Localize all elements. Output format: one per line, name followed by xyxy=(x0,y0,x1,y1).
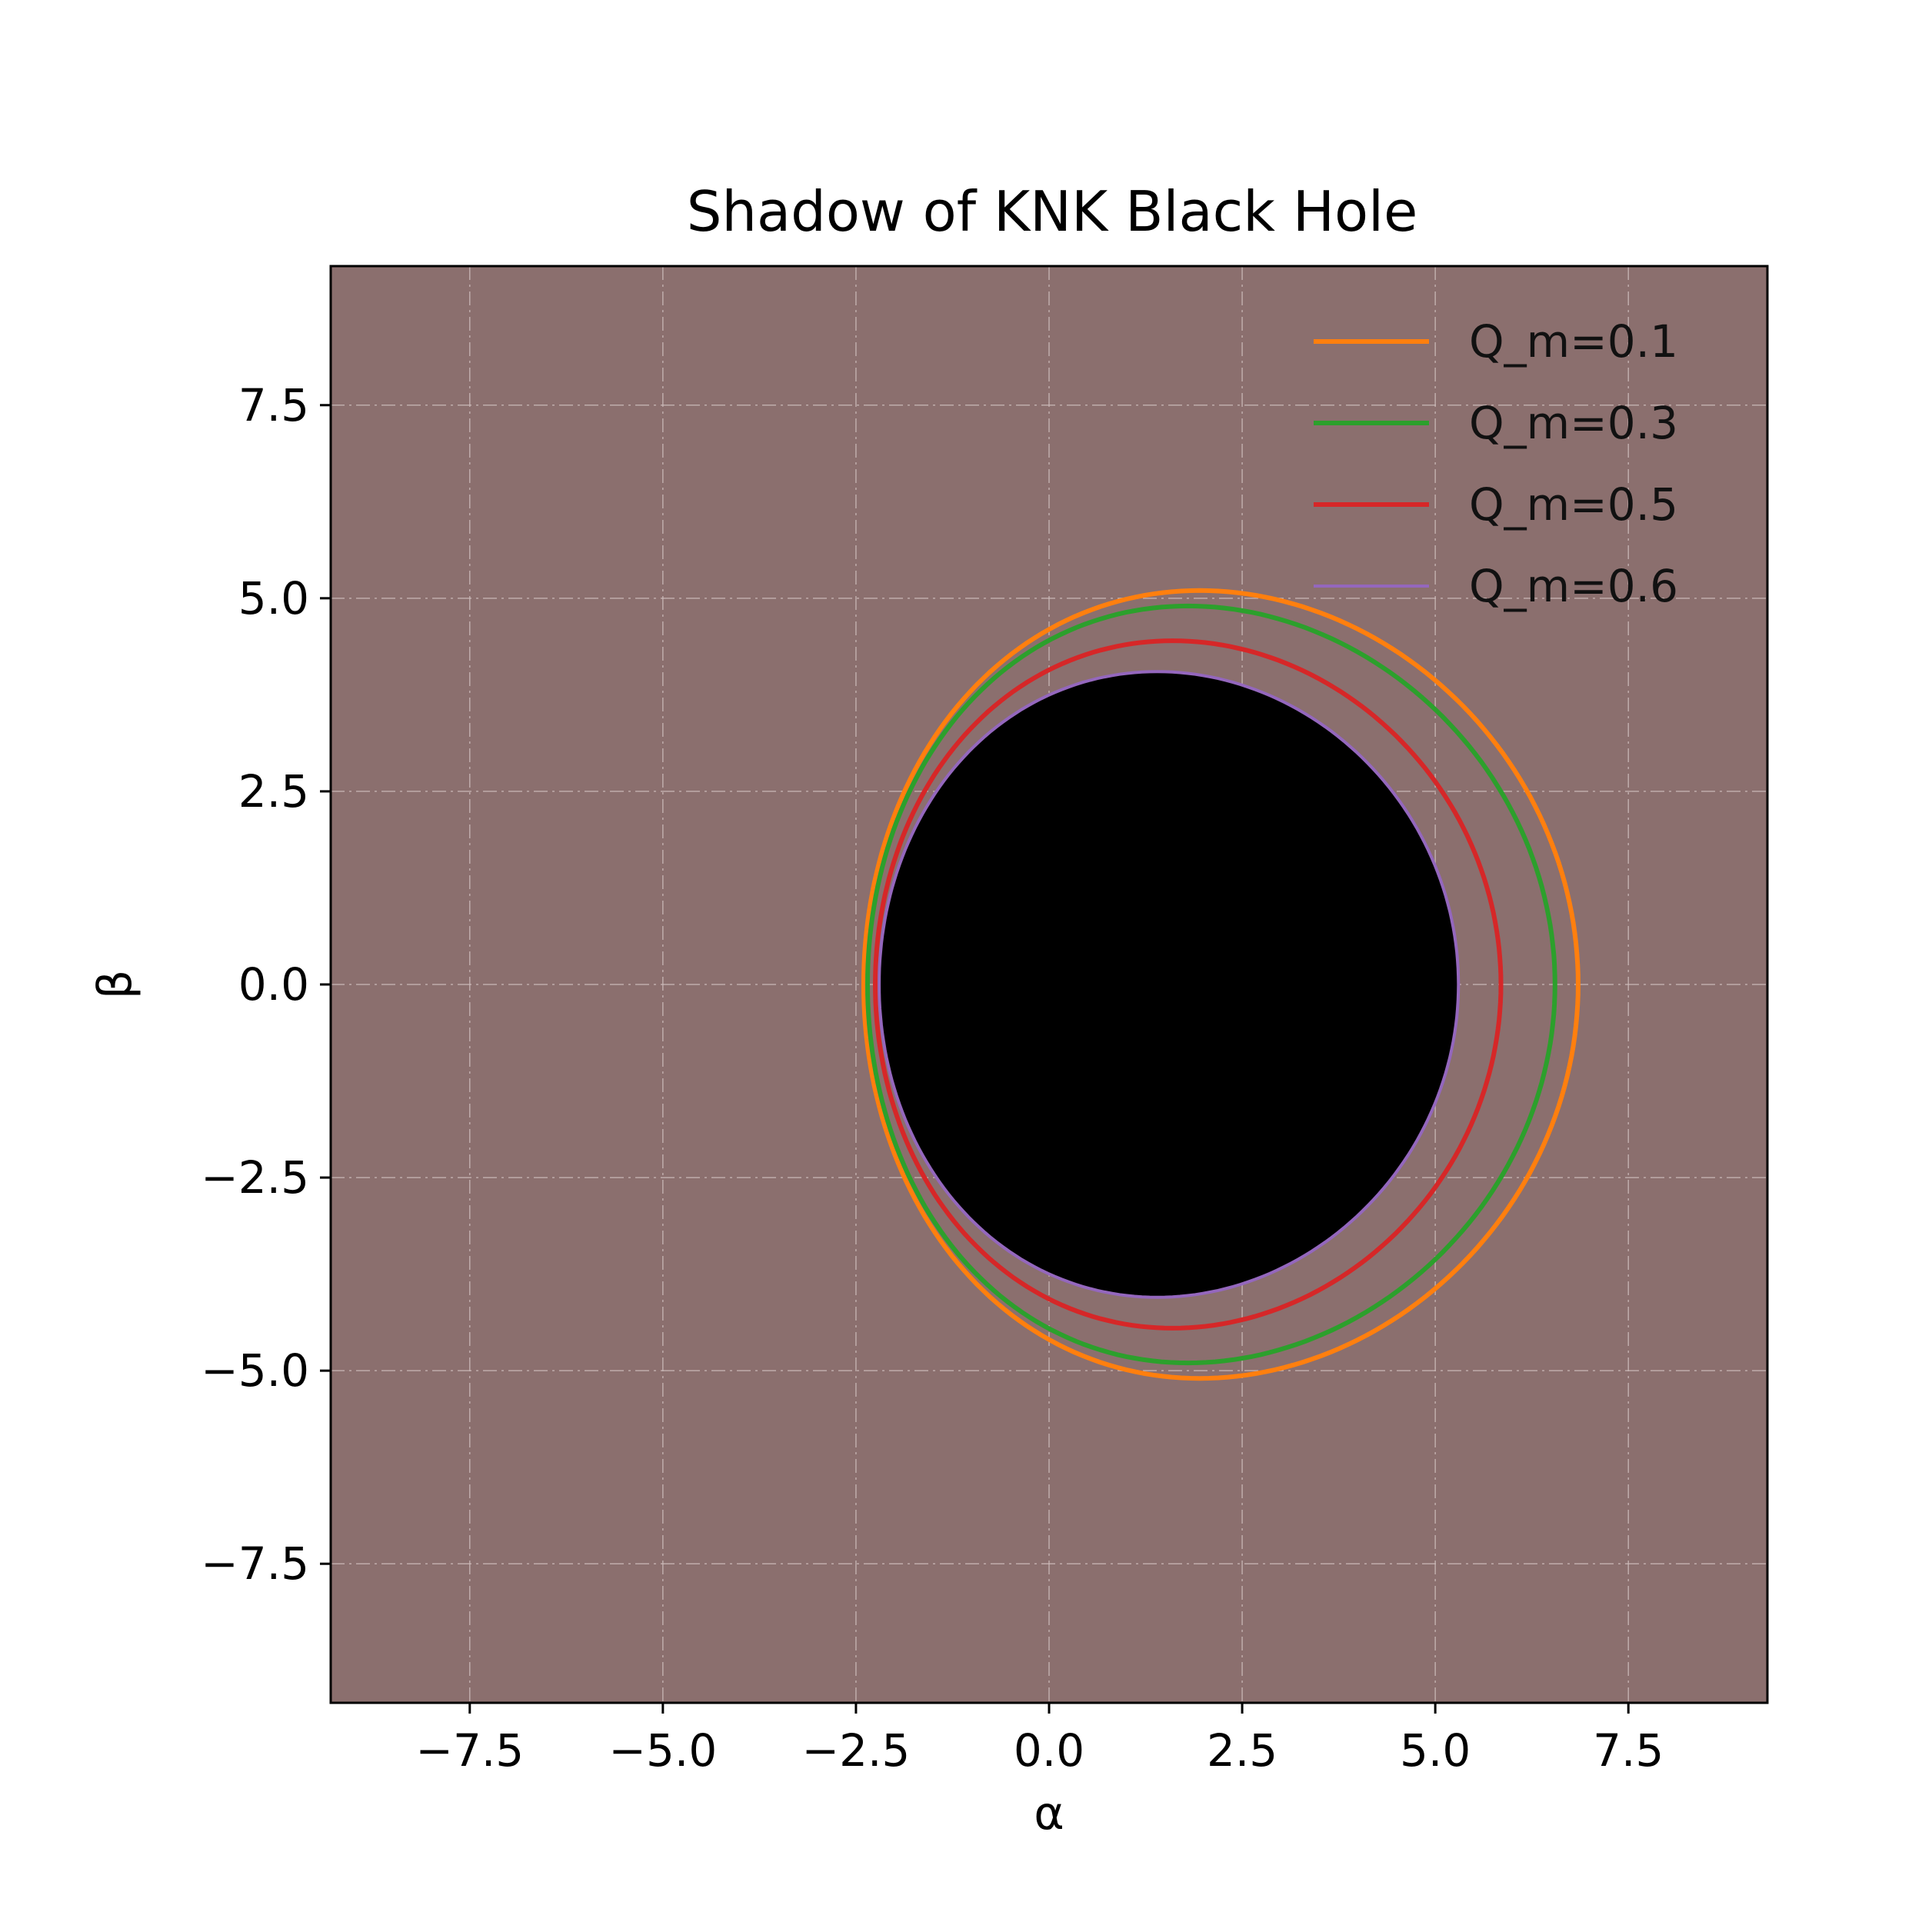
y-axis-title: β xyxy=(88,970,142,999)
legend-label-1: Q_m=0.3 xyxy=(1469,397,1678,449)
series-curve-2 xyxy=(872,638,1504,1331)
series-curve-1 xyxy=(864,603,1557,1366)
legend-label-0: Q_m=0.1 xyxy=(1469,315,1678,368)
legend: Q_m=0.1 Q_m=0.3 Q_m=0.5 Q_m=0.6 xyxy=(1314,315,1678,612)
x-axis-title: α xyxy=(1034,1787,1064,1840)
y-tick-label-6: 7.5 xyxy=(238,379,309,431)
y-tick-label-3: 0.0 xyxy=(238,958,309,1011)
series-curve-0 xyxy=(861,588,1581,1381)
x-tick-label-0: −7.5 xyxy=(415,1724,524,1777)
x-tick-label-1: −5.0 xyxy=(608,1724,717,1777)
x-tick-label-5: 5.0 xyxy=(1400,1724,1471,1777)
y-tick-label-5: 5.0 xyxy=(238,572,309,625)
x-tick-label-2: −2.5 xyxy=(802,1724,911,1777)
series-curve-3 xyxy=(878,670,1461,1299)
y-tick-label-4: 2.5 xyxy=(238,765,309,818)
y-tick-label-2: −2.5 xyxy=(201,1151,309,1204)
x-tick-label-3: 0.0 xyxy=(1014,1724,1084,1777)
series-group xyxy=(861,588,1581,1381)
y-tick-label-0: −7.5 xyxy=(201,1537,309,1590)
x-tick-label-6: 7.5 xyxy=(1593,1724,1664,1777)
chart-title: Shadow of KNK Black Hole xyxy=(687,179,1418,244)
legend-label-2: Q_m=0.5 xyxy=(1469,478,1678,531)
y-tick-label-1: −5.0 xyxy=(201,1344,309,1397)
legend-label-3: Q_m=0.6 xyxy=(1469,560,1678,612)
x-tick-label-4: 2.5 xyxy=(1207,1724,1277,1777)
shadow-region xyxy=(879,671,1459,1297)
shadow-fill xyxy=(879,671,1459,1297)
axis-ticks: −7.5 −5.0 −2.5 0.0 2.5 5.0 7.5 −7.5 −5.0 −2.5 0.0 2… xyxy=(201,379,1664,1777)
